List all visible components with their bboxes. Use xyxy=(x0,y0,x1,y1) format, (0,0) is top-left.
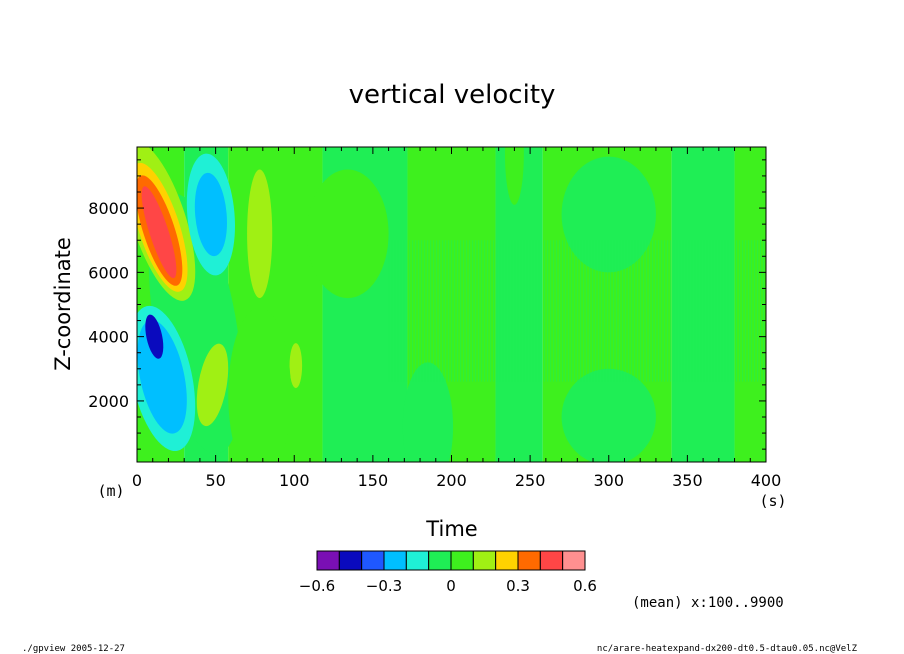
contour-band xyxy=(495,147,543,462)
contour-region xyxy=(561,368,656,462)
x-tick-label: 250 xyxy=(515,471,546,490)
colorbar-tick-label: 0.3 xyxy=(506,577,530,595)
colorbar-swatch xyxy=(316,550,340,571)
plot-area xyxy=(137,147,766,462)
x-axis-label: Time xyxy=(425,517,477,541)
contour-region xyxy=(504,147,524,205)
footer-right-note: nc/arare-heatexpand-dx200-dt0.5-dtau0.05… xyxy=(597,644,858,654)
colorbar-swatch xyxy=(562,550,586,571)
contour-region xyxy=(561,156,656,273)
mean-note: (mean) x:100..9900 xyxy=(632,595,784,611)
colorbar-swatch xyxy=(338,550,363,571)
y-tick-label: 8000 xyxy=(88,199,129,218)
colorbar-tick-label: 0.6 xyxy=(573,577,597,595)
footer-left-note: ./gpview 2005-12-27 xyxy=(22,644,125,654)
colorbar-swatch xyxy=(383,550,407,571)
contour-region xyxy=(228,307,292,462)
colorbar-swatch xyxy=(539,550,564,571)
contour-region xyxy=(194,172,227,257)
axis-ticks: 0 50 100 150 200 250 300 350 400 2000 4000 6000 8000 xyxy=(88,147,781,490)
colorbar-tick-label: 0 xyxy=(446,577,456,595)
colorbar-tick-label: −0.3 xyxy=(366,577,402,595)
contour-region xyxy=(289,343,303,389)
x-tick-label: 50 xyxy=(205,471,225,490)
colorbar-swatch xyxy=(405,550,430,571)
contour-region xyxy=(196,343,229,427)
x-tick-label: 0 xyxy=(132,471,142,490)
y-tick-label: 2000 xyxy=(88,392,129,411)
x-tick-label: 350 xyxy=(672,471,703,490)
colorbar-swatch xyxy=(450,550,474,571)
colorbar-swatch xyxy=(428,550,452,571)
y-axis-label: Z-coordinate xyxy=(51,237,75,371)
x-tick-label: 150 xyxy=(358,471,389,490)
colorbar-swatch xyxy=(472,550,497,571)
y-tick-label: 6000 xyxy=(88,263,129,282)
chart-title: vertical velocity xyxy=(349,80,556,110)
x-tick-label: 400 xyxy=(751,471,782,490)
colorbar-swatch xyxy=(517,550,541,571)
contour-region xyxy=(306,169,389,299)
x-tick-label: 300 xyxy=(593,471,624,490)
contour-region xyxy=(247,169,273,299)
contour-region xyxy=(145,314,164,359)
x-unit-label: (s) xyxy=(759,492,786,510)
contour-region xyxy=(402,362,454,462)
y-unit-label: (m) xyxy=(97,482,124,500)
x-tick-label: 200 xyxy=(436,471,467,490)
colorbar: −0.6 −0.3 0 0.3 0.6 xyxy=(299,550,597,595)
colorbar-swatch xyxy=(361,550,385,571)
y-tick-label: 4000 xyxy=(88,328,129,347)
x-tick-label: 100 xyxy=(279,471,310,490)
colorbar-swatch xyxy=(495,550,519,571)
colorbar-tick-label: −0.6 xyxy=(299,577,335,595)
contour-region xyxy=(141,186,177,279)
